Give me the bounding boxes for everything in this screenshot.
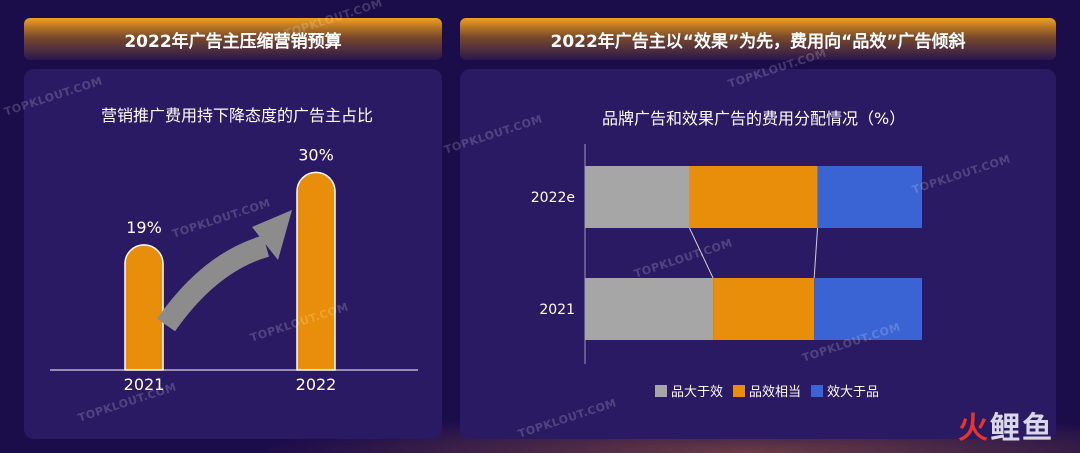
brand-logo: 火鲤鱼: [958, 403, 1054, 447]
segment-connector: [813, 227, 819, 279]
bar-segment-2021-2: [713, 278, 815, 340]
bar-2021: [124, 244, 164, 371]
y-tick-label: 2022e: [531, 190, 575, 206]
right-chart-panel: [460, 69, 1056, 439]
right-chart-title: 品牌广告和效果广告的费用分配情况（%）: [602, 109, 906, 128]
trend-arrow-head: [252, 210, 292, 260]
bar-segment-2021-3: [814, 278, 922, 340]
legend-label: 品大于效: [671, 385, 724, 400]
legend-swatch: [733, 384, 746, 397]
x-tick-label: 2022: [296, 375, 337, 394]
bar-2022: [296, 171, 336, 371]
legend-item: 品效相当: [733, 381, 801, 400]
legend-swatch: [811, 384, 824, 397]
bar-segment-2022e-3: [817, 166, 922, 228]
legend-label: 品效相当: [749, 385, 802, 400]
left-panel-header: 2022年广告主压缩营销预算: [24, 18, 442, 60]
bar-value-label: 30%: [298, 145, 334, 164]
brand-part-2: 鲤鱼: [990, 411, 1054, 446]
bar-segment-2022e-2: [689, 166, 818, 228]
x-tick-label: 2021: [124, 375, 165, 394]
brand-part-1: 火: [958, 411, 990, 446]
right-panel-header: 2022年广告主以“效果”为先，费用向“品效”广告倾斜: [460, 18, 1056, 60]
legend-swatch: [655, 384, 667, 397]
right-chart-legend: 品大于效 品效相当 效大于品: [655, 381, 879, 400]
left-chart-title: 营销推广费用持下降态度的广告主占比: [101, 106, 374, 125]
legend-item: 品大于效: [655, 381, 723, 400]
bar-segment-2022e-1: [585, 166, 690, 228]
trend-arrow-shaft: [156, 235, 270, 332]
bar-segment-2021-1: [585, 278, 714, 340]
legend-label: 效大于品: [827, 385, 880, 400]
y-tick-label: 2021: [539, 302, 575, 318]
legend-item: 效大于品: [811, 381, 879, 400]
segment-connector: [689, 227, 714, 279]
right-panel-header-text: 2022年广告主以“效果”为先，费用向“品效”广告倾斜: [550, 31, 966, 52]
bar-value-label: 19%: [126, 218, 162, 237]
left-panel-header-text: 2022年广告主压缩营销预算: [124, 31, 342, 52]
